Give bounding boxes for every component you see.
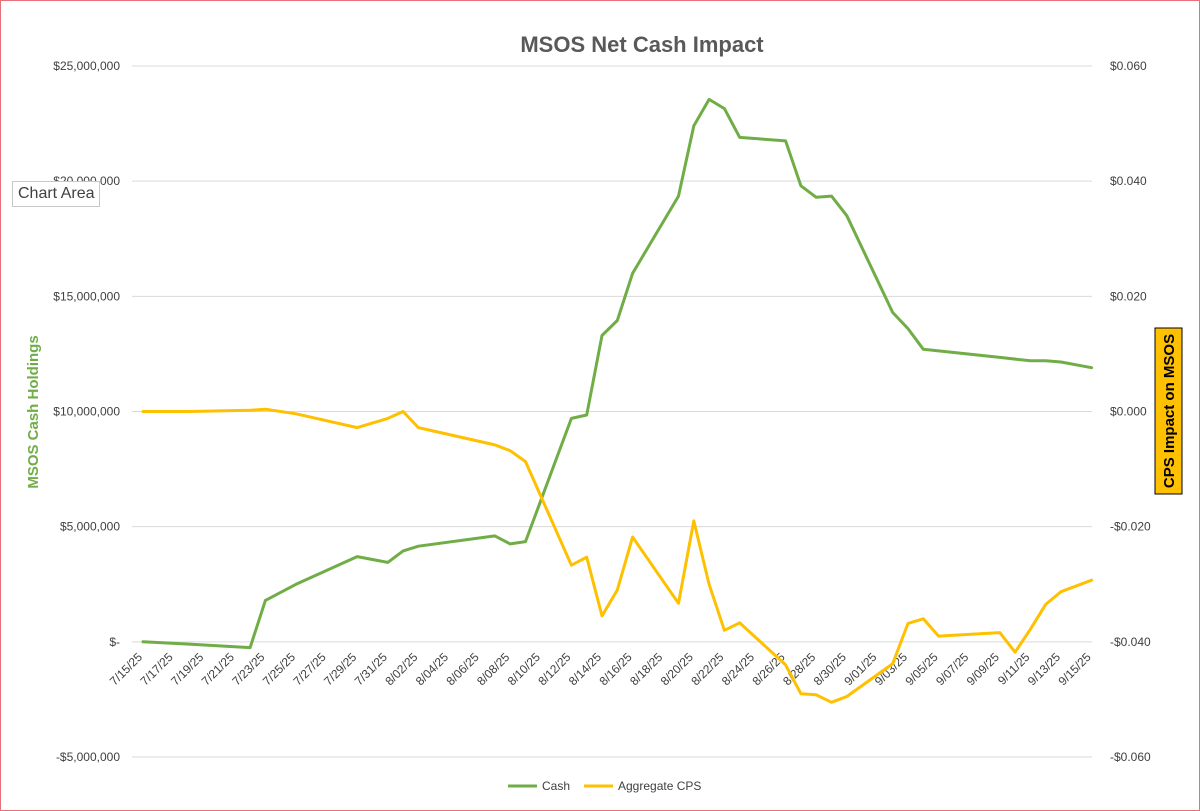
x-tick-label: 9/03/25	[872, 650, 910, 688]
x-tick-label: 8/24/25	[719, 650, 757, 688]
x-tick-label: 7/27/25	[291, 650, 329, 688]
x-tick-label: 8/08/25	[474, 650, 512, 688]
legend-cash-label: Cash	[542, 779, 570, 793]
left-tick-label: $-	[109, 635, 120, 649]
x-tick-label: 7/21/25	[199, 650, 237, 688]
series-line-aggregate-cps	[141, 407, 1094, 704]
x-tick-label: 8/22/25	[688, 650, 726, 688]
x-tick-label: 9/09/25	[964, 650, 1002, 688]
x-tick-label: 9/05/25	[903, 650, 941, 688]
gridlines	[132, 65, 1092, 758]
x-tick-label: 7/15/25	[107, 650, 145, 688]
right-tick-label: $0.060	[1110, 59, 1147, 73]
x-tick-label: 7/23/25	[229, 650, 267, 688]
right-tick-label: $0.000	[1110, 405, 1147, 419]
right-axis-ticks: $0.060 $0.040 $0.020 $0.000 -$0.020 -$0.040 -$…	[1110, 59, 1151, 764]
right-axis-title-box	[1154, 327, 1183, 495]
x-tick-label: 9/07/25	[933, 650, 971, 688]
x-axis-ticks: 7/15/257/17/257/19/257/21/257/23/257/25/…	[107, 650, 1094, 688]
left-tick-label: $10,000,000	[53, 405, 120, 419]
right-tick-label: -$0.020	[1110, 520, 1151, 534]
left-axis-title: MSOS Cash Holdings	[25, 335, 42, 488]
x-tick-label: 7/19/25	[168, 650, 206, 688]
x-tick-label: 8/30/25	[811, 650, 849, 688]
left-tick-label: $25,000,000	[53, 59, 120, 73]
right-tick-label: $0.020	[1110, 289, 1147, 303]
x-tick-label: 8/28/25	[780, 650, 818, 688]
x-tick-label: 7/25/25	[260, 650, 298, 688]
left-axis-ticks: $25,000,000$20,000,000$15,000,000$10,000…	[53, 59, 120, 764]
x-tick-label: 8/14/25	[566, 650, 604, 688]
x-tick-label: 8/18/25	[627, 650, 665, 688]
x-tick-label: 8/20/25	[658, 650, 696, 688]
chart-area-tooltip: Chart Area	[12, 181, 101, 207]
left-tick-label: $15,000,000	[53, 289, 120, 303]
x-tick-label: 8/26/25	[750, 650, 788, 688]
x-tick-label: 9/15/25	[1056, 650, 1094, 688]
legend-cps-label: Aggregate CPS	[618, 779, 701, 793]
legend: Cash Aggregate CPS	[508, 779, 701, 793]
series-layer	[141, 97, 1094, 704]
x-tick-label: 9/13/25	[1025, 650, 1063, 688]
x-tick-label: 7/31/25	[352, 650, 390, 688]
left-tick-label: $5,000,000	[60, 520, 120, 534]
right-tick-label: $0.040	[1110, 174, 1147, 188]
x-tick-label: 8/16/25	[597, 650, 635, 688]
x-tick-label: 9/01/25	[841, 650, 879, 688]
x-tick-label: 8/04/25	[413, 650, 451, 688]
x-tick-label: 9/11/25	[995, 650, 1033, 688]
x-tick-label: 7/17/25	[138, 650, 176, 688]
right-tick-label: -$0.040	[1110, 635, 1151, 649]
x-tick-label: 8/10/25	[505, 650, 543, 688]
right-axis-title: CPS Impact on MSOS	[1161, 334, 1178, 488]
x-tick-label: 8/02/25	[382, 650, 420, 688]
right-tick-label: -$0.060	[1110, 750, 1151, 764]
chart-title: MSOS Net Cash Impact	[520, 32, 764, 57]
series-line-cash	[141, 97, 1094, 650]
x-tick-label: 7/29/25	[321, 650, 359, 688]
x-tick-label: 8/12/25	[535, 650, 573, 688]
left-tick-label: -$5,000,000	[56, 750, 120, 764]
x-tick-label: 8/06/25	[444, 650, 482, 688]
